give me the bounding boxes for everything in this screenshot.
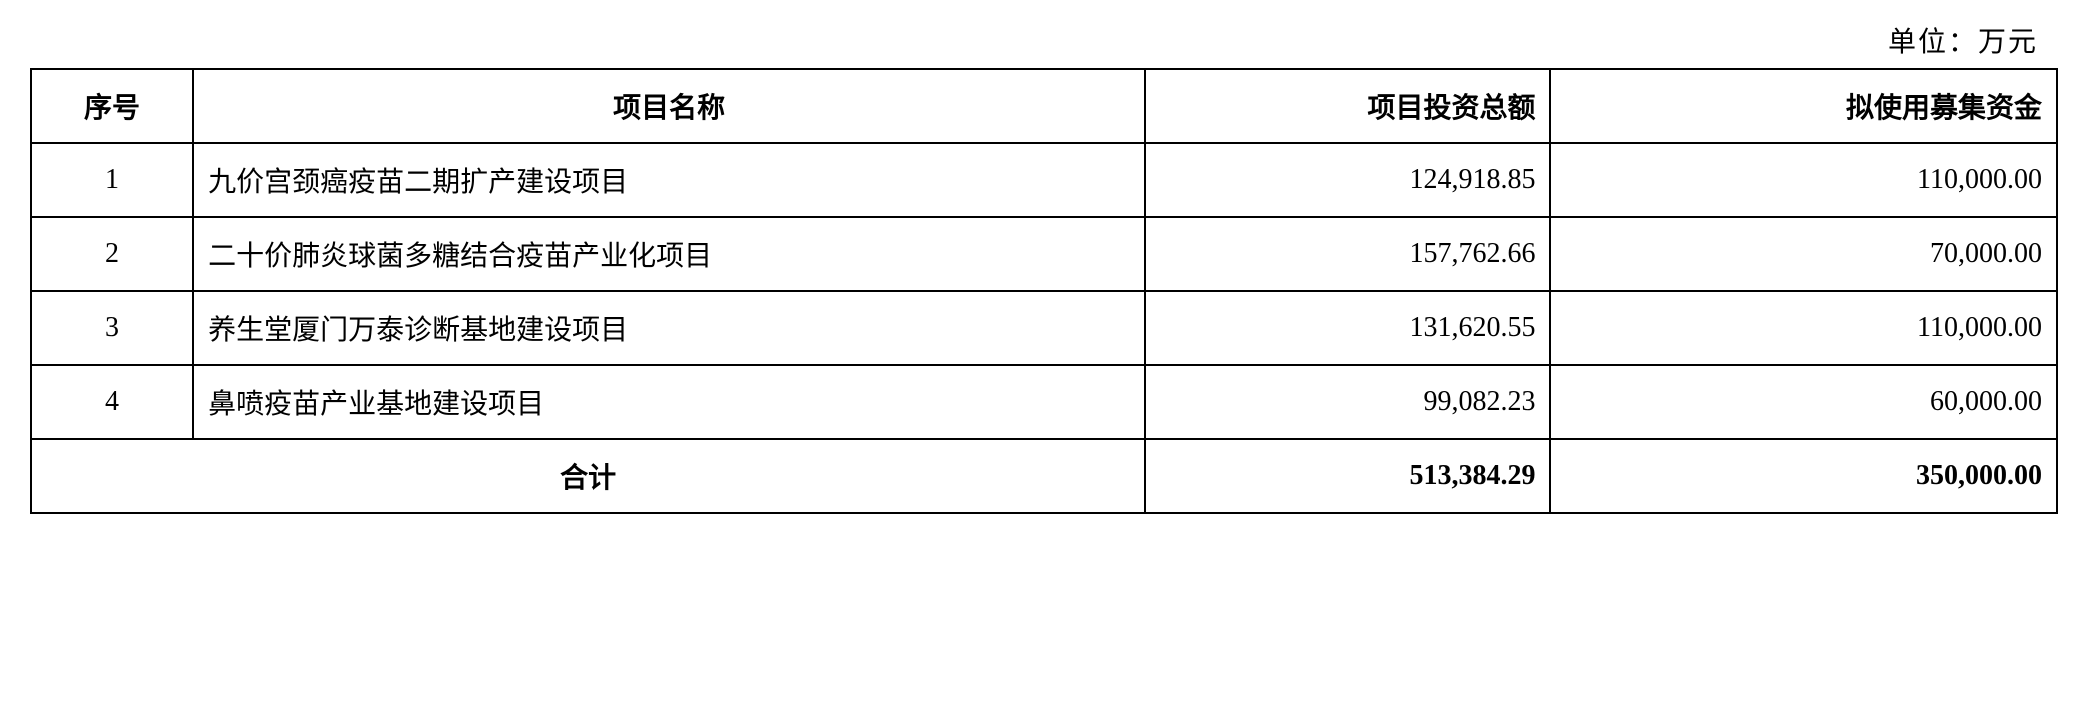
- table-row: 3 养生堂厦门万泰诊断基地建设项目 131,620.55 110,000.00: [31, 291, 2057, 365]
- cell-invest: 131,620.55: [1145, 291, 1550, 365]
- header-invest: 项目投资总额: [1145, 69, 1550, 143]
- unit-label: 单位：万元: [30, 20, 2058, 60]
- table-row: 4 鼻喷疫苗产业基地建设项目 99,082.23 60,000.00: [31, 365, 2057, 439]
- cell-raise: 110,000.00: [1550, 143, 2057, 217]
- table-row: 1 九价宫颈癌疫苗二期扩产建设项目 124,918.85 110,000.00: [31, 143, 2057, 217]
- cell-seq: 1: [31, 143, 193, 217]
- cell-name: 养生堂厦门万泰诊断基地建设项目: [193, 291, 1145, 365]
- cell-name: 九价宫颈癌疫苗二期扩产建设项目: [193, 143, 1145, 217]
- investment-table: 序号 项目名称 项目投资总额 拟使用募集资金 1 九价宫颈癌疫苗二期扩产建设项目…: [30, 68, 2058, 514]
- total-invest: 513,384.29: [1145, 439, 1550, 513]
- cell-invest: 157,762.66: [1145, 217, 1550, 291]
- header-name: 项目名称: [193, 69, 1145, 143]
- header-raise: 拟使用募集资金: [1550, 69, 2057, 143]
- cell-name: 鼻喷疫苗产业基地建设项目: [193, 365, 1145, 439]
- cell-seq: 3: [31, 291, 193, 365]
- total-label: 合计: [31, 439, 1145, 513]
- table-header-row: 序号 项目名称 项目投资总额 拟使用募集资金: [31, 69, 2057, 143]
- header-seq: 序号: [31, 69, 193, 143]
- table-row: 2 二十价肺炎球菌多糖结合疫苗产业化项目 157,762.66 70,000.0…: [31, 217, 2057, 291]
- total-raise: 350,000.00: [1550, 439, 2057, 513]
- cell-invest: 99,082.23: [1145, 365, 1550, 439]
- cell-name: 二十价肺炎球菌多糖结合疫苗产业化项目: [193, 217, 1145, 291]
- cell-invest: 124,918.85: [1145, 143, 1550, 217]
- cell-seq: 4: [31, 365, 193, 439]
- cell-seq: 2: [31, 217, 193, 291]
- table-total-row: 合计 513,384.29 350,000.00: [31, 439, 2057, 513]
- cell-raise: 110,000.00: [1550, 291, 2057, 365]
- cell-raise: 70,000.00: [1550, 217, 2057, 291]
- cell-raise: 60,000.00: [1550, 365, 2057, 439]
